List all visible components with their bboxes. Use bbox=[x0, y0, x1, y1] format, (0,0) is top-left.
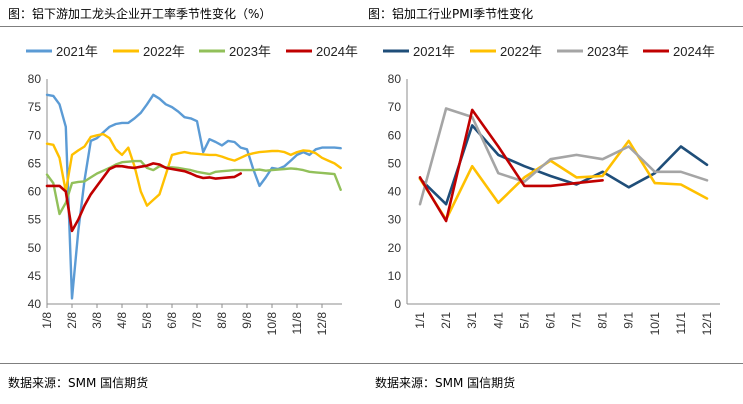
title-bar: 图：铝下游加工龙头企业开工率季节性变化（%） 图：铝加工行业PMI季节性变化 bbox=[0, 0, 743, 27]
left-y-tick-label: 60 bbox=[28, 185, 42, 199]
right-x-tick-label: 6/1 bbox=[543, 312, 557, 329]
left-series-line-2022 bbox=[45, 132, 342, 207]
right-legend-label: 2022年 bbox=[500, 44, 542, 59]
left-x-tick-label: 12/8 bbox=[315, 312, 329, 336]
right-chart-title: 图：铝加工行业PMI季节性变化 bbox=[368, 7, 534, 21]
left-legend-label: 2021年 bbox=[56, 44, 98, 59]
left-y-tick-label: 70 bbox=[28, 128, 42, 142]
left-y-tick-label: 80 bbox=[28, 72, 42, 86]
source-bar: 数据来源：SMM 国信期货 数据来源：SMM 国信期货 bbox=[0, 363, 743, 404]
right-legend-label: 2024年 bbox=[673, 44, 715, 59]
right-x-tick-label: 1/1 bbox=[413, 312, 427, 329]
left-series-line-2023 bbox=[45, 159, 342, 216]
right-series-line-2024 bbox=[418, 108, 604, 223]
left-data-source: 数据来源：SMM 国信期货 bbox=[8, 376, 149, 390]
left-y-tick-label: 55 bbox=[28, 213, 42, 227]
right-series-line-2022 bbox=[418, 139, 709, 221]
left-series-line-2024 bbox=[45, 162, 242, 233]
right-y-tick-label: 40 bbox=[388, 185, 402, 199]
right-y-tick-label: 70 bbox=[388, 100, 402, 114]
left-series-line-2021 bbox=[45, 93, 342, 300]
right-y-tick-label: 80 bbox=[388, 72, 402, 86]
left-x-tick-label: 10/8 bbox=[265, 312, 279, 336]
right-x-tick-label: 3/1 bbox=[465, 312, 479, 329]
right-x-tick-label: 2/1 bbox=[439, 312, 453, 329]
left-legend-label: 2023年 bbox=[229, 44, 271, 59]
left-y-tick-label: 45 bbox=[28, 269, 42, 283]
left-chart-title: 图：铝下游加工龙头企业开工率季节性变化（%） bbox=[8, 7, 272, 21]
left-x-tick-label: 5/8 bbox=[140, 312, 154, 329]
left-legend-label: 2022年 bbox=[143, 44, 185, 59]
right-x-tick-label: 8/1 bbox=[596, 312, 610, 329]
right-x-tick-label: 9/1 bbox=[622, 312, 636, 329]
right-x-tick-label: 7/1 bbox=[570, 312, 584, 329]
left-y-tick-label: 50 bbox=[28, 241, 42, 255]
left-legend-label: 2024年 bbox=[316, 44, 358, 59]
left-y-tick-label: 40 bbox=[28, 297, 42, 311]
right-x-tick-label: 5/1 bbox=[517, 312, 531, 329]
right-x-tick-label: 4/1 bbox=[491, 312, 505, 329]
left-y-tick-label: 65 bbox=[28, 156, 42, 170]
left-y-tick-label: 75 bbox=[28, 100, 42, 114]
left-x-tick-label: 6/8 bbox=[165, 312, 179, 329]
left-x-tick-label: 3/8 bbox=[90, 312, 104, 329]
left-x-tick-label: 9/8 bbox=[240, 312, 254, 329]
right-x-tick-label: 11/1 bbox=[674, 312, 688, 335]
left-x-tick-label: 11/8 bbox=[290, 312, 304, 335]
right-y-tick-label: 0 bbox=[394, 297, 401, 311]
right-chart: 0 10 20 30 40 50 60 70 80 1/1 2/1 3/1 4/1 5/1 6/1 7/1 8/… bbox=[383, 44, 720, 335]
right-x-tick-label: 12/1 bbox=[700, 312, 714, 336]
right-legend-label: 2021年 bbox=[413, 44, 455, 59]
right-y-tick-label: 10 bbox=[388, 269, 402, 283]
right-legend-label: 2023年 bbox=[587, 44, 629, 59]
left-x-tick-label: 8/8 bbox=[215, 312, 229, 329]
left-chart: 40 45 50 55 60 65 70 75 80 1/8 2/8 3/8 4/8 5/8 6/8 7/8 8… bbox=[26, 44, 358, 335]
left-x-tick-label: 4/8 bbox=[115, 312, 129, 329]
right-y-tick-label: 20 bbox=[388, 241, 402, 255]
left-x-tick-label: 7/8 bbox=[190, 312, 204, 329]
right-series-line-2023 bbox=[418, 107, 709, 206]
right-data-source: 数据来源：SMM 国信期货 bbox=[375, 376, 516, 390]
right-x-tick-label: 10/1 bbox=[648, 312, 662, 336]
left-x-tick-label: 2/8 bbox=[65, 312, 79, 329]
left-x-tick-label: 1/8 bbox=[40, 312, 54, 329]
right-y-tick-label: 30 bbox=[388, 213, 402, 227]
right-y-tick-label: 60 bbox=[388, 128, 402, 142]
right-y-tick-label: 50 bbox=[388, 156, 402, 170]
right-series-line-2021 bbox=[418, 124, 709, 206]
